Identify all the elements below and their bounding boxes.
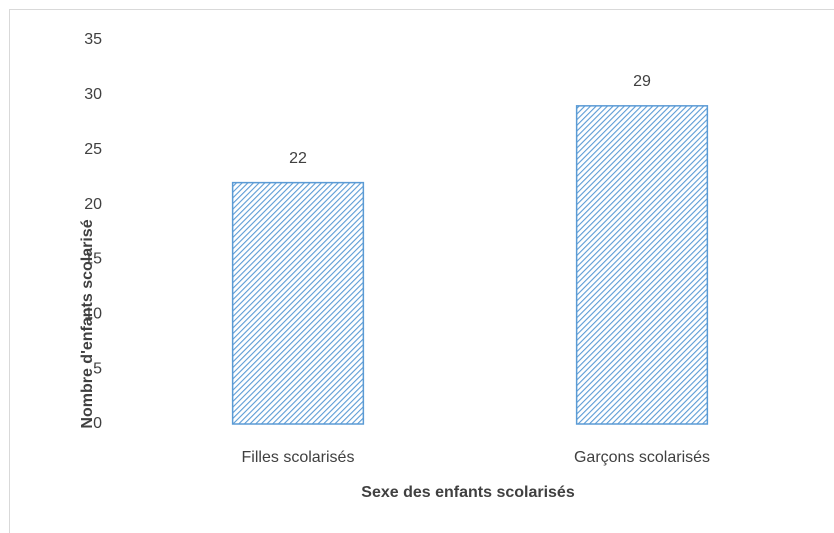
y-tick-label: 20: [84, 196, 102, 213]
chart-border: [9, 9, 834, 533]
y-tick-label: 0: [93, 415, 102, 432]
data-label: 22: [289, 150, 307, 167]
x-tick-label: Filles scolarisés: [242, 449, 355, 466]
y-tick-label: 10: [84, 306, 102, 323]
y-tick-label: 15: [84, 251, 102, 268]
y-tick-label: 5: [93, 360, 102, 377]
y-tick-label: 25: [84, 141, 102, 158]
bar: [231, 181, 365, 425]
x-tick-label: Garçons scolarisés: [574, 449, 710, 466]
y-axis-title: Nombre d'enfants scolarisé: [79, 219, 96, 428]
bar: [575, 105, 709, 425]
data-label: 29: [633, 73, 651, 90]
x-axis-title: Sexe des enfants scolarisés: [361, 484, 575, 501]
y-tick-label: 30: [84, 86, 102, 103]
y-tick-label: 35: [84, 31, 102, 48]
